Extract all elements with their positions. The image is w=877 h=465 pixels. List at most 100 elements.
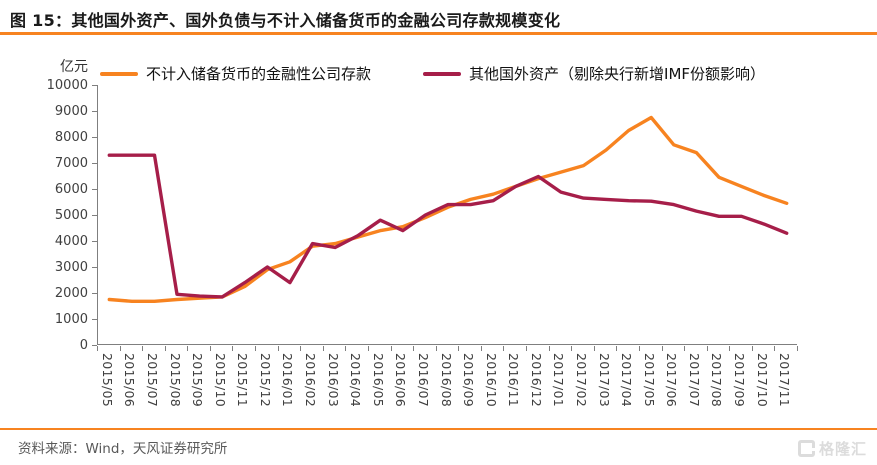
x-tick-label: 2016/08: [438, 353, 454, 408]
x-tick-label: 2015/06: [122, 353, 138, 408]
y-tick-mark: [92, 85, 97, 86]
chart-legend: 不计入储备货币的金融性公司存款 其他国外资产（剔除央行新增IMF份额影响）: [100, 63, 765, 84]
x-tick-mark: [503, 346, 505, 351]
legend-item-0: 不计入储备货币的金融性公司存款: [100, 63, 371, 84]
x-tick-label: 2017/03: [596, 353, 612, 408]
x-tick-mark: [774, 346, 776, 351]
x-tick-mark: [638, 346, 640, 351]
x-tick-label: 2016/05: [370, 353, 386, 408]
x-tick-label: 2017/05: [641, 353, 657, 408]
legend-label-0: 不计入储备货币的金融性公司存款: [146, 65, 372, 83]
y-tick-mark: [92, 189, 97, 190]
x-tick-label: 2015/08: [167, 353, 183, 408]
y-tick-label: 10000: [46, 77, 88, 93]
x-tick-label: 2017/02: [573, 353, 589, 408]
x-tick-mark: [661, 346, 663, 351]
y-tick-label: 3000: [54, 259, 88, 275]
source-text: 资料来源：Wind，天风证券研究所: [18, 441, 228, 457]
x-tick-mark: [322, 346, 324, 351]
x-tick-mark: [480, 346, 482, 351]
y-tick-mark: [92, 319, 97, 320]
x-tick-mark: [458, 346, 460, 351]
gelonghui-logo-icon: [797, 440, 815, 457]
x-tick-label: 2015/09: [190, 353, 206, 408]
y-axis-unit-label: 亿元: [60, 59, 88, 75]
x-tick-label: 2015/10: [212, 353, 228, 408]
x-tick-label: 2017/07: [686, 353, 702, 408]
x-tick-mark: [142, 346, 144, 351]
x-tick-label: 2017/11: [777, 353, 793, 408]
x-tick-mark: [97, 346, 98, 351]
x-tick-mark: [345, 346, 347, 351]
x-tick-label: 2015/11: [235, 353, 251, 408]
x-tick-mark: [187, 346, 189, 351]
y-tick-label: 6000: [54, 181, 88, 197]
x-tick-label: 2017/10: [754, 353, 770, 408]
x-tick-mark: [435, 346, 437, 351]
x-tick-mark: [367, 346, 369, 351]
x-tick-label: 2017/01: [551, 353, 567, 408]
y-tick-label: 7000: [54, 155, 88, 171]
y-tick-label: 2000: [54, 285, 88, 301]
x-tick-mark: [300, 346, 302, 351]
x-tick-label: 2016/03: [325, 353, 341, 408]
x-tick-mark: [684, 346, 686, 351]
y-tick-label: 0: [79, 337, 88, 353]
x-tick-label: 2016/06: [393, 353, 409, 408]
y-tick-mark: [92, 241, 97, 242]
x-tick-label: 2017/09: [732, 353, 748, 408]
legend-label-1: 其他国外资产（剔除央行新增IMF份额影响）: [469, 65, 766, 83]
x-tick-mark: [593, 346, 595, 351]
x-tick-label: 2016/01: [280, 353, 296, 408]
x-tick-mark: [706, 346, 708, 351]
x-tick-label: 2015/12: [257, 353, 273, 408]
x-tick-label: 2017/06: [664, 353, 680, 408]
footer-rule: [0, 428, 877, 430]
x-tick-mark: [164, 346, 166, 351]
x-tick-mark: [548, 346, 550, 351]
y-tick-label: 9000: [54, 103, 88, 119]
x-tick-mark: [277, 346, 279, 351]
x-tick-mark: [209, 346, 211, 351]
legend-swatch-1: [423, 71, 462, 76]
y-tick-mark: [92, 345, 97, 346]
y-tick-label: 4000: [54, 233, 88, 249]
x-tick-label: 2017/08: [709, 353, 725, 408]
y-tick-label: 1000: [54, 311, 88, 327]
x-tick-mark: [526, 346, 528, 351]
x-tick-mark: [616, 346, 618, 351]
x-tick-mark: [390, 346, 392, 351]
x-tick-label: 2015/05: [99, 353, 115, 408]
x-tick-mark: [751, 346, 753, 351]
x-tick-label: 2016/02: [303, 353, 319, 408]
x-tick-label: 2017/04: [619, 353, 635, 408]
x-tick-label: 2015/07: [144, 353, 160, 408]
y-tick-mark: [92, 293, 97, 294]
x-tick-mark: [571, 346, 573, 351]
y-tick-mark: [92, 137, 97, 138]
legend-item-1: 其他国外资产（剔除央行新增IMF份额影响）: [423, 63, 765, 84]
legend-swatch-0: [100, 71, 138, 76]
x-tick-mark: [255, 346, 257, 351]
y-tick-mark: [92, 111, 97, 112]
x-tick-label: 2016/09: [461, 353, 477, 408]
y-tick-mark: [92, 163, 97, 164]
y-tick-mark: [92, 267, 97, 268]
gelonghui-logo: 格隆汇: [797, 438, 867, 459]
x-tick-label: 2016/07: [415, 353, 431, 408]
x-tick-mark: [797, 346, 798, 351]
x-tick-mark: [232, 346, 234, 351]
gelonghui-logo-text: 格隆汇: [818, 440, 867, 458]
series-line-1: [107, 153, 789, 299]
x-tick-mark: [729, 346, 731, 351]
title-underline: [0, 32, 877, 35]
figure-title: 图 15：其他国外资产、国外负债与不计入储备货币的金融公司存款规模变化: [10, 11, 561, 30]
x-tick-mark: [119, 346, 121, 351]
x-tick-label: 2016/04: [348, 353, 364, 408]
x-tick-mark: [413, 346, 415, 351]
x-tick-label: 2016/11: [506, 353, 522, 408]
x-tick-label: 2016/12: [528, 353, 544, 408]
x-tick-label: 2016/10: [483, 353, 499, 408]
y-tick-label: 5000: [54, 207, 88, 223]
